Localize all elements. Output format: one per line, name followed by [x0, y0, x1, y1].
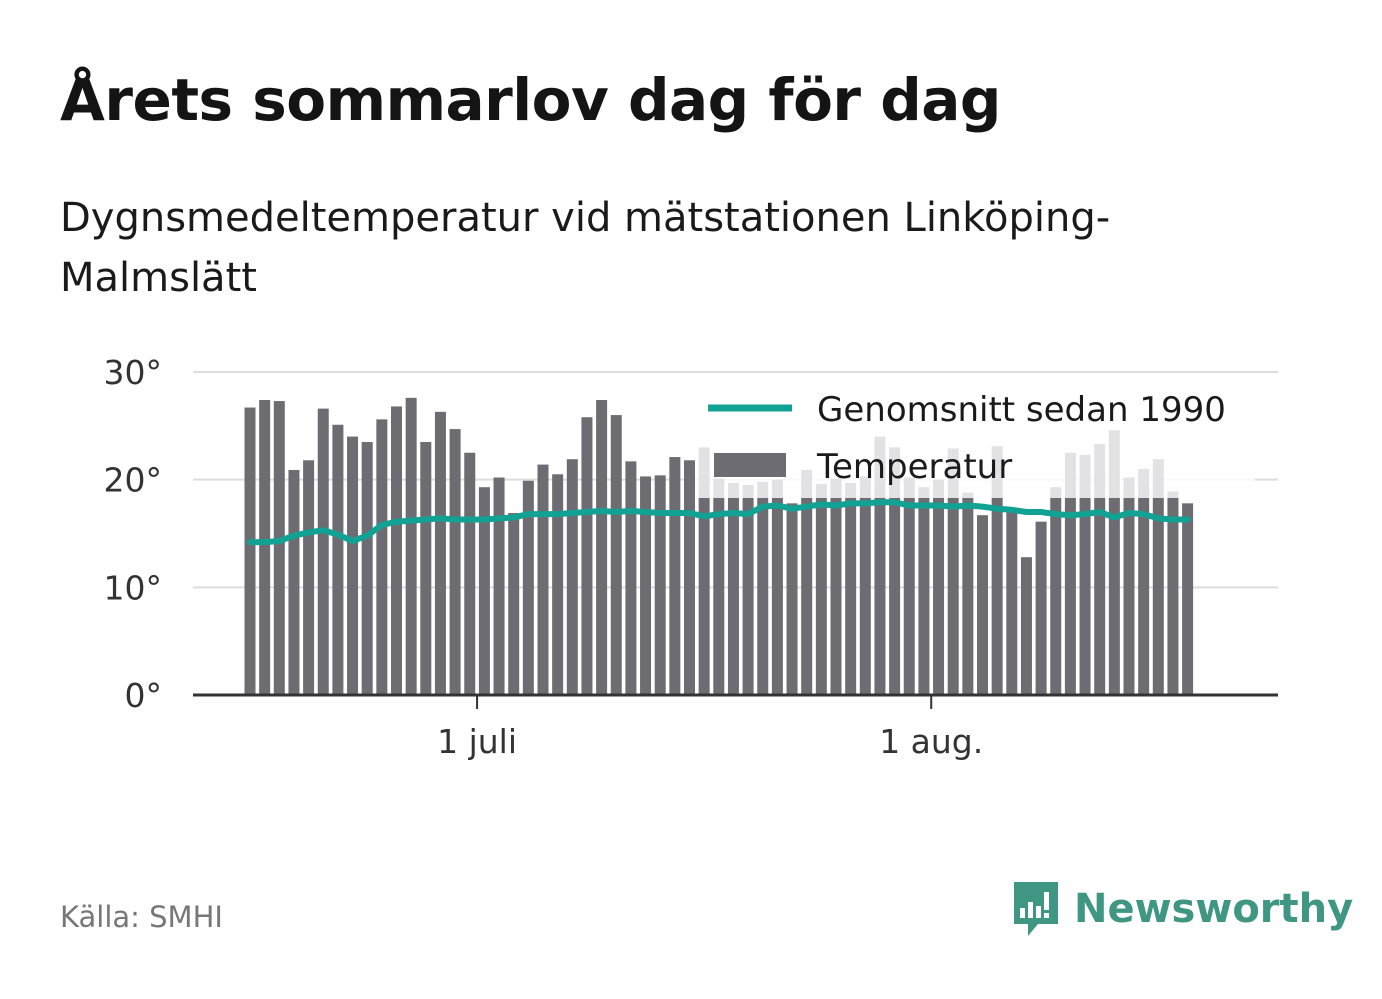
temperature-bar — [288, 469, 300, 695]
temperature-bar — [889, 447, 901, 695]
temperature-bar — [537, 464, 549, 695]
temperature-bar — [361, 441, 373, 695]
temperature-bar — [610, 415, 622, 695]
temperature-bar — [347, 436, 359, 695]
temperature-bar — [552, 474, 564, 695]
temperature-bar — [464, 452, 476, 695]
legend-label-temperature: Temperatur — [816, 447, 1012, 487]
temperature-bar — [742, 485, 754, 695]
temperature-bar — [947, 448, 959, 695]
temperature-bar — [303, 460, 315, 695]
temperature-bar — [1108, 430, 1120, 695]
x-tick-label: 1 juli — [437, 722, 517, 761]
temperature-bar — [1094, 444, 1106, 695]
temperature-bar — [903, 477, 915, 695]
legend-bar-swatch — [714, 453, 786, 477]
temperature-bar — [317, 408, 329, 695]
chart-title: Årets sommarlov dag för dag — [60, 66, 1001, 134]
temperature-bar — [625, 461, 637, 695]
temperature-bar — [420, 441, 432, 695]
temperature-bar — [991, 446, 1003, 695]
temperature-bar — [566, 459, 578, 695]
temperature-bar — [771, 479, 783, 695]
temperature-bar — [757, 481, 769, 695]
legend-label-average: Genomsnitt sedan 1990 — [817, 390, 1226, 430]
brand-logo[interactable]: Newsworthy — [1010, 876, 1353, 942]
temperature-bar — [581, 417, 593, 695]
legend: Genomsnitt sedan 1990 Temperatur — [695, 376, 1255, 498]
line-layer — [247, 499, 1191, 546]
temperature-bar — [1152, 459, 1164, 695]
temperature-bar — [640, 476, 652, 695]
average-line — [247, 499, 1191, 546]
temperature-bar — [1079, 454, 1091, 695]
temperature-bar — [684, 460, 695, 695]
temperature-bar — [918, 487, 930, 695]
axis-layer: 0° 10° 20° 30° 1 juli 1 aug. — [104, 353, 1278, 761]
y-tick-label: 0° — [125, 676, 163, 715]
temperature-bar — [669, 457, 681, 695]
temperature-bar — [391, 406, 402, 695]
temperature-bar — [874, 436, 886, 695]
temperature-bar — [1138, 468, 1150, 695]
temperature-bar — [845, 482, 857, 695]
temperature-bar — [962, 492, 974, 695]
temperature-bar — [449, 429, 461, 695]
temperature-bar — [1050, 487, 1062, 695]
temperature-bar — [332, 424, 344, 695]
temperature-bar — [1035, 521, 1047, 695]
temperature-bar — [977, 515, 988, 695]
y-tick-label: 20° — [104, 461, 163, 500]
temperature-bar — [596, 399, 608, 695]
temperature-bar — [259, 399, 271, 695]
y-tick-label: 30° — [104, 353, 163, 392]
temperature-bar — [830, 478, 842, 695]
newsworthy-logo-icon — [1014, 882, 1058, 936]
temperature-bar — [698, 447, 710, 695]
temperature-bar — [434, 411, 446, 695]
x-tick-label: 1 aug. — [879, 722, 983, 761]
temperature-bar — [493, 477, 505, 695]
temperature-bar — [786, 503, 798, 695]
source-note: Källa: SMHI — [60, 900, 223, 934]
brand-name: Newsworthy — [1074, 886, 1354, 932]
bars-layer — [244, 397, 1194, 695]
y-tick-label: 10° — [104, 568, 163, 607]
legend-backdrop — [695, 376, 1255, 498]
chart-subtitle: Dygnsmedeltemperatur vid mätstationen Li… — [60, 195, 1111, 301]
temperature-bar — [508, 513, 520, 695]
temperature-bar — [376, 419, 388, 695]
temperature-bar — [405, 397, 417, 695]
temperature-bar — [727, 482, 739, 695]
temperature-bar — [1123, 477, 1135, 695]
temperature-bar — [713, 478, 725, 695]
temperature-bar — [244, 407, 256, 695]
temperature-bar — [815, 483, 827, 695]
temperature-bar — [1064, 452, 1076, 695]
temperature-bar — [522, 480, 534, 695]
temperature-bar — [273, 401, 285, 695]
temperature-bar — [859, 476, 871, 695]
temperature-bar — [933, 479, 945, 695]
temperature-bar — [1167, 491, 1179, 695]
temperature-bar — [654, 475, 666, 695]
temperature-bar — [1182, 503, 1194, 695]
temperature-bar — [1020, 557, 1032, 695]
temperature-bar — [1006, 507, 1018, 695]
temperature-bar — [478, 487, 490, 695]
temperature-bar — [801, 469, 813, 695]
